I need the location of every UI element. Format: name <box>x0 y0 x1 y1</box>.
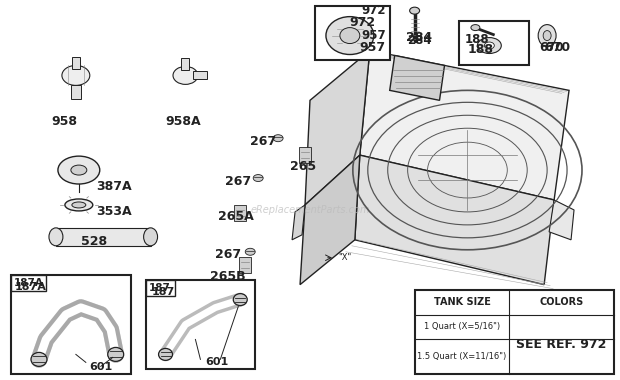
Ellipse shape <box>538 25 556 46</box>
Text: 957: 957 <box>362 28 386 41</box>
Bar <box>415 290 614 374</box>
Text: 528: 528 <box>81 235 107 248</box>
Text: 957: 957 <box>360 41 386 54</box>
Text: 601: 601 <box>89 363 112 372</box>
Bar <box>146 280 175 296</box>
Polygon shape <box>234 205 246 221</box>
Text: 265B: 265B <box>210 270 246 283</box>
Text: "X": "X" <box>338 253 351 262</box>
Ellipse shape <box>326 17 374 54</box>
Text: TANK SIZE: TANK SIZE <box>433 297 490 307</box>
Text: 1 Quart (X=5/16"): 1 Quart (X=5/16") <box>424 323 500 331</box>
Ellipse shape <box>144 228 157 246</box>
Ellipse shape <box>471 25 480 30</box>
Text: 284: 284 <box>407 33 432 46</box>
Text: 187A: 187A <box>15 282 47 292</box>
Polygon shape <box>305 51 370 205</box>
Text: eReplacementParts.com: eReplacementParts.com <box>250 205 370 215</box>
Bar <box>146 280 255 369</box>
Ellipse shape <box>246 248 255 255</box>
Ellipse shape <box>31 352 47 366</box>
Ellipse shape <box>273 135 283 142</box>
Text: 188: 188 <box>467 43 494 55</box>
Text: COLORS: COLORS <box>539 297 583 307</box>
Text: 265A: 265A <box>218 210 254 223</box>
Ellipse shape <box>159 348 172 360</box>
Polygon shape <box>299 147 311 163</box>
Ellipse shape <box>233 294 247 306</box>
Text: 670: 670 <box>544 41 570 54</box>
Polygon shape <box>360 51 569 200</box>
Ellipse shape <box>71 165 87 175</box>
Text: 284: 284 <box>405 30 432 44</box>
Text: 267: 267 <box>225 175 252 188</box>
Text: 972: 972 <box>350 16 376 28</box>
Text: 265: 265 <box>290 160 316 173</box>
Bar <box>315 6 390 60</box>
Bar <box>459 21 529 65</box>
Text: 972: 972 <box>362 4 386 17</box>
Polygon shape <box>390 55 445 100</box>
Polygon shape <box>549 200 574 240</box>
Ellipse shape <box>340 28 360 44</box>
Text: 958: 958 <box>51 115 77 128</box>
Text: 1.5 Quart (X=11/16"): 1.5 Quart (X=11/16") <box>417 352 507 361</box>
Text: 267: 267 <box>250 135 277 148</box>
Polygon shape <box>292 205 305 240</box>
Text: SEE REF. 972: SEE REF. 972 <box>516 338 607 351</box>
Text: 187A: 187A <box>14 278 44 288</box>
Bar <box>71 86 81 99</box>
Text: 188: 188 <box>464 33 489 46</box>
Text: 387A: 387A <box>95 180 131 193</box>
Bar <box>11 275 46 291</box>
Ellipse shape <box>58 156 100 184</box>
Bar <box>56 228 151 246</box>
Text: 187: 187 <box>151 287 175 297</box>
Text: 267: 267 <box>215 248 241 261</box>
Text: 601: 601 <box>205 357 229 367</box>
Ellipse shape <box>477 38 502 54</box>
Polygon shape <box>300 155 360 285</box>
Bar <box>11 275 131 374</box>
Bar <box>193 71 207 79</box>
Text: 187: 187 <box>149 283 170 293</box>
Ellipse shape <box>484 42 494 49</box>
Ellipse shape <box>108 347 123 361</box>
Text: 670: 670 <box>539 41 564 54</box>
Ellipse shape <box>72 202 86 208</box>
Ellipse shape <box>65 199 93 211</box>
Polygon shape <box>355 155 554 285</box>
Bar <box>182 59 190 70</box>
Polygon shape <box>239 257 251 273</box>
Ellipse shape <box>173 66 198 84</box>
Ellipse shape <box>62 65 90 86</box>
Ellipse shape <box>543 30 551 41</box>
Bar <box>72 57 80 70</box>
Ellipse shape <box>253 174 263 182</box>
Ellipse shape <box>49 228 63 246</box>
Text: 353A: 353A <box>95 205 131 218</box>
Text: 958A: 958A <box>166 115 201 128</box>
Ellipse shape <box>410 7 420 14</box>
